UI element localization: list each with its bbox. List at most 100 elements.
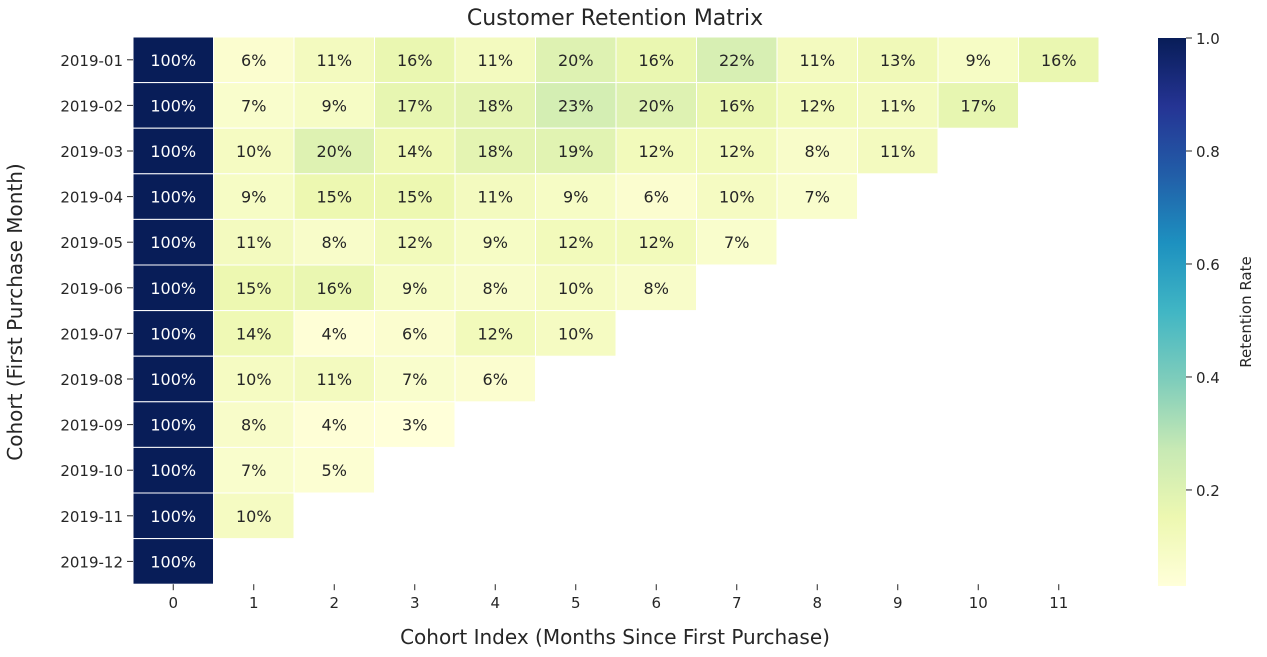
heatmap-cell: [213, 82, 295, 129]
x-tick-label: 4: [490, 594, 500, 612]
cell-value-label: 12%: [799, 96, 835, 115]
heatmap-cell: [535, 82, 617, 129]
cell-value-label: 13%: [880, 51, 916, 70]
colorbar-tick-label: 1.0: [1196, 30, 1220, 48]
cell-value-label: 6%: [402, 324, 427, 343]
cell-value-label: 15%: [316, 188, 352, 207]
y-tick-label: 2019-12: [60, 553, 123, 571]
cell-value-label: 22%: [719, 51, 755, 70]
cell-value-label: 100%: [150, 188, 196, 207]
colorbar-tick-label: 0.4: [1196, 369, 1220, 387]
heatmap-cell: [132, 446, 214, 494]
cell-value-label: 100%: [150, 142, 196, 161]
heatmap-cell: [535, 218, 617, 266]
cell-value-label: 9%: [402, 279, 427, 298]
cell-value-label: 10%: [558, 279, 594, 298]
cell-value-label: 14%: [397, 142, 433, 161]
cell-value-label: 9%: [322, 96, 347, 115]
cell-value-label: 100%: [150, 461, 196, 480]
cell-value-label: 11%: [477, 188, 513, 207]
cell-value-label: 10%: [236, 507, 272, 526]
heatmap-cell: [374, 264, 456, 312]
cell-value-label: 17%: [960, 96, 996, 115]
heatmap-cell: [776, 173, 858, 220]
x-tick-labels: 0 1 2 3 4 5 6 7 8 9 10 11: [168, 584, 1068, 612]
heatmap-cell: [213, 446, 295, 494]
cell-value-label: 9%: [241, 188, 266, 207]
x-tick-label: 2: [329, 594, 339, 612]
cell-value-label: 16%: [316, 279, 352, 298]
heatmap-cell: [535, 173, 617, 220]
y-tick-label: 2019-11: [60, 508, 123, 526]
heatmap-cell: [535, 36, 617, 84]
cell-value-label: 12%: [477, 324, 513, 343]
heatmap-cell: [696, 218, 778, 266]
heatmap-cell: [293, 355, 375, 403]
heatmap-cell: [132, 538, 214, 585]
y-tick-labels: 2019-01 2019-02 2019-03 2019-04 2019-05 2019-…: [60, 52, 133, 571]
cell-value-label: 7%: [241, 461, 266, 480]
cell-value-label: 100%: [150, 279, 196, 298]
cell-value-label: 8%: [644, 279, 669, 298]
cell-value-label: 11%: [477, 51, 513, 70]
x-tick-label: 3: [410, 594, 420, 612]
cell-value-label: 12%: [719, 142, 755, 161]
heatmap-cell: [454, 264, 536, 312]
cell-value-label: 100%: [150, 416, 196, 435]
cell-value-label: 11%: [236, 233, 272, 252]
heatmap-cell: [857, 36, 939, 84]
x-tick-label: 9: [893, 594, 903, 612]
cell-value-label: 12%: [638, 142, 674, 161]
heatmap-cell: [374, 127, 456, 175]
cell-value-label: 11%: [316, 370, 352, 389]
cell-value-label: 6%: [644, 188, 669, 207]
cell-value-label: 20%: [638, 96, 674, 115]
cell-value-label: 7%: [241, 96, 266, 115]
heatmap-cell: [374, 173, 456, 220]
y-axis-title: Cohort (First Purchase Month): [3, 163, 27, 460]
cell-value-label: 20%: [316, 142, 352, 161]
cell-value-label: 19%: [558, 142, 594, 161]
heatmap-cell: [132, 264, 214, 312]
heatmap-cell: [132, 492, 214, 540]
cell-value-label: 10%: [558, 324, 594, 343]
heatmap-cell: [213, 36, 295, 84]
x-tick-label: 7: [732, 594, 742, 612]
x-tick-label: 8: [812, 594, 822, 612]
colorbar-ticks: 0.2 0.4 0.6 0.8 1.0: [1186, 30, 1220, 500]
cell-value-label: 15%: [397, 188, 433, 207]
heatmap-cell: [535, 127, 617, 175]
heatmap-cell: [776, 82, 858, 129]
cell-value-label: 100%: [150, 96, 196, 115]
cell-value-label: 11%: [880, 96, 916, 115]
cell-value-label: 10%: [236, 142, 272, 161]
cell-value-label: 6%: [241, 51, 266, 70]
cell-value-label: 10%: [236, 370, 272, 389]
colorbar-tick-label: 0.2: [1196, 482, 1220, 500]
x-tick-label: 5: [571, 594, 581, 612]
cell-value-label: 100%: [150, 507, 196, 526]
cell-value-label: 16%: [1041, 51, 1077, 70]
cell-value-label: 3%: [402, 416, 427, 435]
heatmap-cells: 100% 6% 11% 16% 11% 20% 16% 22% 11% 13% 9% 16% 100% 7…: [132, 36, 1100, 585]
x-tick-label: 6: [651, 594, 661, 612]
cell-value-label: 20%: [558, 51, 594, 70]
heatmap-cell: [374, 310, 456, 357]
heatmap-cell: [615, 82, 697, 129]
heatmap-cell: [374, 82, 456, 129]
heatmap-cell: [937, 82, 1019, 129]
cell-value-label: 10%: [719, 188, 755, 207]
heatmap-cell: [454, 82, 536, 129]
y-tick-label: 2019-09: [60, 417, 123, 435]
cell-value-label: 4%: [322, 416, 347, 435]
heatmap-cell: [213, 401, 295, 448]
cell-value-label: 12%: [638, 233, 674, 252]
x-tick-label: 0: [168, 594, 178, 612]
cell-value-label: 17%: [397, 96, 433, 115]
heatmap-cell: [293, 36, 375, 84]
y-tick-label: 2019-10: [60, 462, 123, 480]
x-tick-label: 10: [969, 594, 988, 612]
heatmap-cell: [535, 264, 617, 312]
cell-value-label: 7%: [724, 233, 749, 252]
heatmap-cell: [132, 218, 214, 266]
